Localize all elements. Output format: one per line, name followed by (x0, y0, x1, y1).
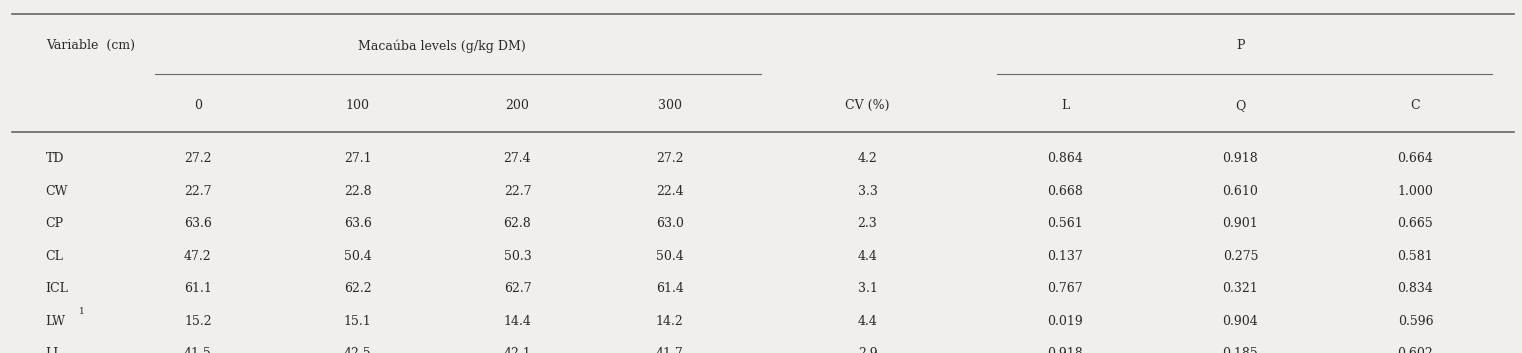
Text: 0.901: 0.901 (1222, 217, 1259, 230)
Text: 0.767: 0.767 (1047, 282, 1084, 295)
Text: TD: TD (46, 152, 64, 165)
Text: 50.4: 50.4 (344, 250, 371, 263)
Text: 27.4: 27.4 (504, 152, 531, 165)
Text: 1: 1 (79, 307, 85, 316)
Text: 62.7: 62.7 (504, 282, 531, 295)
Text: 4.4: 4.4 (857, 315, 878, 328)
Text: 0.275: 0.275 (1222, 250, 1259, 263)
Text: L: L (1061, 100, 1070, 112)
Text: 22.7: 22.7 (504, 185, 531, 198)
Text: 0.596: 0.596 (1397, 315, 1434, 328)
Text: 3.1: 3.1 (857, 282, 878, 295)
Text: 200: 200 (505, 100, 530, 112)
Text: 50.3: 50.3 (504, 250, 531, 263)
Text: 0.581: 0.581 (1397, 250, 1434, 263)
Text: 0.019: 0.019 (1047, 315, 1084, 328)
Text: 0.665: 0.665 (1397, 217, 1434, 230)
Text: CV (%): CV (%) (845, 100, 890, 112)
Text: 14.4: 14.4 (504, 315, 531, 328)
Text: Variable  (cm): Variable (cm) (46, 40, 134, 52)
Text: 0.864: 0.864 (1047, 152, 1084, 165)
Text: 0.561: 0.561 (1047, 217, 1084, 230)
Text: 62.8: 62.8 (504, 217, 531, 230)
Text: 61.4: 61.4 (656, 282, 683, 295)
Text: 4.4: 4.4 (857, 250, 878, 263)
Text: Macaúba levels (g/kg DM): Macaúba levels (g/kg DM) (358, 39, 525, 53)
Text: 41.7: 41.7 (656, 347, 683, 353)
Text: 42.5: 42.5 (344, 347, 371, 353)
Text: CP: CP (46, 217, 64, 230)
Text: 22.7: 22.7 (184, 185, 212, 198)
Text: 2.3: 2.3 (858, 217, 877, 230)
Text: 63.0: 63.0 (656, 217, 683, 230)
Text: 61.1: 61.1 (184, 282, 212, 295)
Text: 0.664: 0.664 (1397, 152, 1434, 165)
Text: 0.137: 0.137 (1047, 250, 1084, 263)
Text: 0.321: 0.321 (1222, 282, 1259, 295)
Text: 100: 100 (345, 100, 370, 112)
Text: 27.1: 27.1 (344, 152, 371, 165)
Text: LW: LW (46, 315, 65, 328)
Text: 300: 300 (658, 100, 682, 112)
Text: 63.6: 63.6 (344, 217, 371, 230)
Text: 0.185: 0.185 (1222, 347, 1259, 353)
Text: 0.834: 0.834 (1397, 282, 1434, 295)
Text: ICL: ICL (46, 282, 68, 295)
Text: 63.6: 63.6 (184, 217, 212, 230)
Text: 14.2: 14.2 (656, 315, 683, 328)
Text: 4.2: 4.2 (858, 152, 877, 165)
Text: 42.1: 42.1 (504, 347, 531, 353)
Text: 0.602: 0.602 (1397, 347, 1434, 353)
Text: P: P (1236, 40, 1245, 52)
Text: 22.4: 22.4 (656, 185, 683, 198)
Text: 0.918: 0.918 (1222, 152, 1259, 165)
Text: 0.668: 0.668 (1047, 185, 1084, 198)
Text: Q: Q (1236, 100, 1245, 112)
Text: 15.1: 15.1 (344, 315, 371, 328)
Text: 0.904: 0.904 (1222, 315, 1259, 328)
Text: 15.2: 15.2 (184, 315, 212, 328)
Text: CW: CW (46, 185, 68, 198)
Text: 0: 0 (193, 100, 202, 112)
Text: 27.2: 27.2 (656, 152, 683, 165)
Text: 0.918: 0.918 (1047, 347, 1084, 353)
Text: 22.8: 22.8 (344, 185, 371, 198)
Text: C: C (1411, 100, 1420, 112)
Text: CL: CL (46, 250, 64, 263)
Text: 41.5: 41.5 (184, 347, 212, 353)
Text: 62.2: 62.2 (344, 282, 371, 295)
Text: 1.000: 1.000 (1397, 185, 1434, 198)
Text: 2.9: 2.9 (858, 347, 877, 353)
Text: 50.4: 50.4 (656, 250, 683, 263)
Text: LL: LL (46, 347, 62, 353)
Text: 27.2: 27.2 (184, 152, 212, 165)
Text: 3.3: 3.3 (857, 185, 878, 198)
Text: 0.610: 0.610 (1222, 185, 1259, 198)
Text: 47.2: 47.2 (184, 250, 212, 263)
